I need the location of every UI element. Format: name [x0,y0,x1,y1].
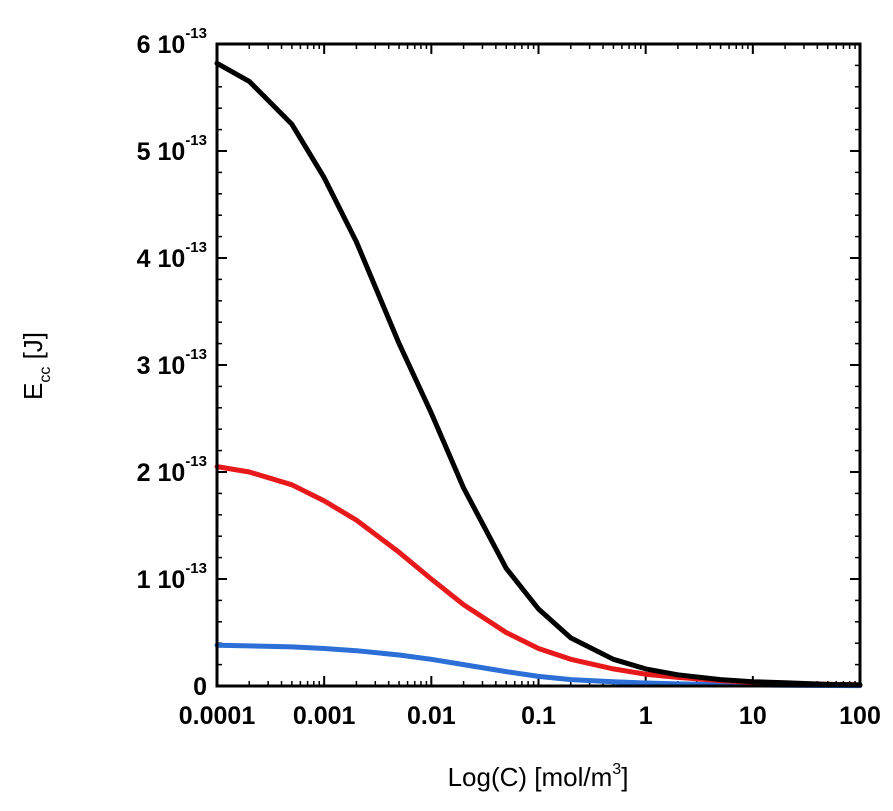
y-tick-label: 4 10-13 [137,239,207,273]
y-axis-label-end: [J] [18,332,48,367]
y-tick-label: 6 10-13 [137,25,207,59]
y-tick-mantissa: 3 10 [137,352,186,380]
x-axis-label-end: ] [621,762,628,792]
y-tick-label: 5 10-13 [137,132,207,166]
x-tick-label: 0.001 [293,702,356,730]
y-tick-exponent: -13 [185,239,207,256]
x-tick-label: 10 [739,702,767,730]
y-tick-mantissa: 0 [193,673,207,701]
x-tick-label: 1 [639,702,653,730]
y-tick-label: 3 10-13 [137,346,207,380]
y-axis-label-main: E [18,383,48,400]
x-axis-label-sup: 3 [612,761,621,778]
x-tick-label: 0.1 [521,702,556,730]
x-tick-label: 0.01 [407,702,456,730]
y-tick-mantissa: 1 10 [137,566,186,594]
y-tick-exponent: -13 [185,132,207,149]
y-tick-label: 1 10-13 [137,560,207,594]
axis-ticks [216,43,861,687]
x-axis-label-main: Log(C) [mol/m [448,762,613,792]
y-tick-exponent: -13 [185,453,207,470]
x-axis-label: Log(C) [mol/m3] [448,761,629,792]
y-tick-exponent: -13 [185,560,207,577]
series-line-black [214,60,863,688]
y-tick-mantissa: 6 10 [137,31,186,59]
series-group [214,60,863,689]
y-axis-label: Ecc [J] [18,332,54,400]
y-axis-label-sub: cc [37,367,54,383]
y-tick-label: 2 10-13 [137,453,207,487]
x-tick-label: 0.0001 [179,702,256,730]
y-tick-exponent: -13 [185,25,207,42]
svg-text:Ecc [J]: Ecc [J] [18,332,54,400]
series-line-red [214,464,863,688]
y-tick-exponent: -13 [185,346,207,363]
plot-frame [215,42,862,688]
y-tick-mantissa: 4 10 [137,245,186,273]
x-tick-label: 100 [839,702,881,730]
y-tick-mantissa: 5 10 [137,138,186,166]
y-tick-mantissa: 2 10 [137,459,186,487]
y-tick-label: 0 [193,673,207,701]
